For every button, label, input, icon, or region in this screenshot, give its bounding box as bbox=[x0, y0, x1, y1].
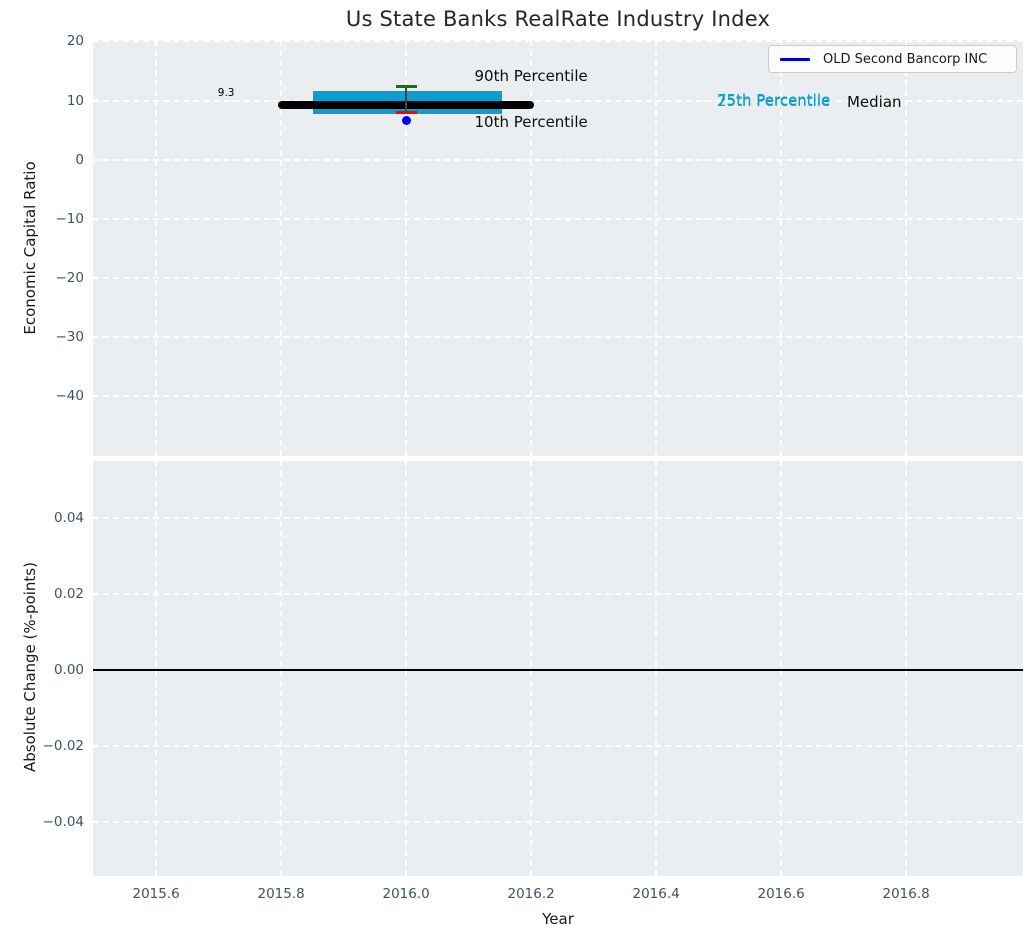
x-tick-label: 2015.6 bbox=[132, 886, 180, 902]
y-tick-label-top: −30 bbox=[55, 329, 85, 346]
annotation-p10-label: 10th Percentile bbox=[474, 112, 588, 131]
gridline-vertical bbox=[780, 461, 783, 876]
annotation-p90-label: 90th Percentile bbox=[474, 67, 588, 86]
whisker-line bbox=[405, 86, 407, 113]
annotation-median-value-label: 9.3 bbox=[217, 86, 235, 99]
chart-title: Us State Banks RealRate Industry Index bbox=[345, 7, 771, 31]
gridline-horizontal bbox=[93, 395, 1023, 398]
legend: OLD Second Bancorp INC bbox=[768, 45, 1017, 73]
y-tick-label-bottom: 0.04 bbox=[53, 510, 84, 527]
x-tick-label: 2016.2 bbox=[507, 886, 555, 902]
x-tick-label: 2016.6 bbox=[757, 886, 805, 902]
y-tick-label-top: −40 bbox=[55, 388, 85, 405]
x-tick-label: 2016.4 bbox=[632, 886, 680, 902]
gridline-vertical bbox=[780, 40, 783, 456]
gridline-vertical bbox=[655, 40, 658, 456]
y-tick-label-top: −20 bbox=[55, 269, 85, 286]
gridline-horizontal bbox=[93, 158, 1023, 161]
gridline-horizontal bbox=[93, 40, 1023, 43]
annotation-p75-label: 75th Percentile bbox=[717, 91, 831, 109]
gridline-vertical bbox=[905, 40, 908, 456]
annotation-p25-label: 25th Percentile bbox=[717, 92, 831, 111]
p90-cap bbox=[395, 84, 417, 88]
gridline-vertical bbox=[155, 40, 158, 456]
gridline-horizontal bbox=[93, 276, 1023, 279]
y-tick-label-bottom: −0.04 bbox=[42, 813, 84, 830]
x-tick-label: 2016.8 bbox=[882, 886, 930, 902]
gridline-horizontal bbox=[93, 517, 1023, 520]
gridline-horizontal bbox=[93, 99, 1023, 102]
gridline-vertical bbox=[405, 40, 408, 456]
y-tick-label-top: 10 bbox=[66, 92, 84, 109]
gridline-vertical bbox=[530, 40, 533, 456]
y-tick-label-bottom: 0.00 bbox=[53, 662, 84, 679]
x-tick-label: 2015.8 bbox=[257, 886, 305, 902]
gridline-vertical bbox=[530, 461, 533, 876]
legend-line-swatch bbox=[780, 57, 810, 61]
y-tick-label-bottom: −0.02 bbox=[42, 737, 84, 754]
gridline-vertical bbox=[405, 461, 408, 876]
zero-line bbox=[93, 669, 1023, 672]
y-tick-label-top: 20 bbox=[66, 33, 84, 50]
p10-cap bbox=[395, 110, 417, 114]
annotation-median-label: Median bbox=[846, 92, 902, 111]
company-dot bbox=[401, 115, 411, 125]
gridline-horizontal bbox=[93, 593, 1023, 596]
x-axis-label: Year bbox=[542, 910, 574, 928]
gridline-horizontal bbox=[93, 744, 1023, 747]
gridline-vertical bbox=[155, 461, 158, 876]
gridline-horizontal bbox=[93, 217, 1023, 220]
bottom-axes bbox=[93, 461, 1023, 876]
y-tick-label-top: 0 bbox=[75, 151, 84, 168]
top-axes: 9.3 90th Percentile 10th Percentile 75th Pe… bbox=[93, 40, 1023, 456]
gridline-vertical bbox=[280, 40, 283, 456]
gridline-horizontal bbox=[93, 820, 1023, 823]
gridline-vertical bbox=[280, 461, 283, 876]
y-tick-label-bottom: 0.02 bbox=[53, 586, 84, 603]
y-axis-label-top: Economic Capital Ratio bbox=[21, 161, 39, 335]
gridline-vertical bbox=[905, 461, 908, 876]
gridline-horizontal bbox=[93, 336, 1023, 339]
gridline-vertical bbox=[655, 461, 658, 876]
y-axis-label-bottom: Absolute Change (%-points) bbox=[21, 562, 39, 772]
x-tick-label: 2016.0 bbox=[382, 886, 430, 902]
y-tick-label-top: −10 bbox=[55, 210, 85, 227]
legend-label: OLD Second Bancorp INC bbox=[823, 51, 988, 67]
